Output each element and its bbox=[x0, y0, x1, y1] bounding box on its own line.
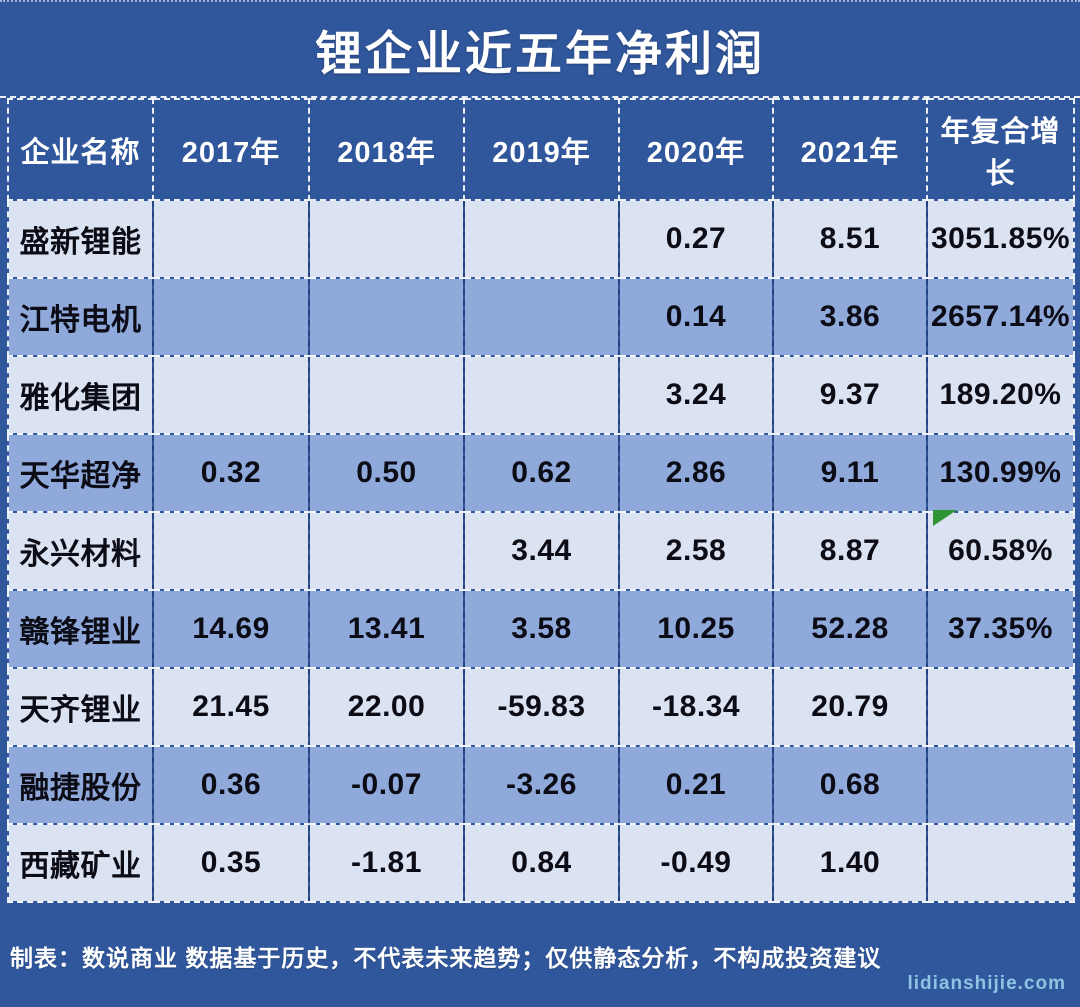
column-header-2021: 2021年 bbox=[772, 98, 928, 201]
cagr-cell: 2657.14% bbox=[926, 277, 1075, 357]
column-header-2019: 2019年 bbox=[463, 98, 620, 201]
cagr-cell: 189.20% bbox=[926, 355, 1075, 435]
table-row: 雅化集团 3.24 9.37 189.20% bbox=[7, 355, 1075, 435]
value-cell: 21.45 bbox=[152, 667, 310, 747]
cagr-cell bbox=[926, 667, 1075, 747]
value-cell: 0.35 bbox=[152, 823, 310, 903]
table-row: 永兴材料 3.44 2.58 8.87 60.58% bbox=[7, 510, 1075, 591]
value-cell: 3.24 bbox=[618, 355, 774, 435]
table-row: 天华超净 0.32 0.50 0.62 2.86 9.11 130.99% bbox=[7, 433, 1075, 513]
company-name-cell: 江特电机 bbox=[7, 277, 154, 357]
value-cell: 0.50 bbox=[308, 433, 465, 513]
value-cell bbox=[308, 511, 465, 591]
table-row: 融捷股份 0.36 -0.07 -3.26 0.21 0.68 bbox=[7, 745, 1075, 825]
value-cell: 0.84 bbox=[463, 823, 620, 903]
column-header-2018: 2018年 bbox=[308, 98, 465, 201]
cagr-value: 60.58% bbox=[948, 534, 1053, 567]
value-cell: 9.11 bbox=[772, 433, 928, 513]
value-cell bbox=[463, 355, 620, 435]
value-cell: 1.40 bbox=[772, 823, 928, 903]
value-cell bbox=[308, 355, 465, 435]
value-cell: 3.86 bbox=[772, 277, 928, 357]
value-cell: 14.69 bbox=[152, 589, 310, 669]
value-cell: 10.25 bbox=[618, 589, 774, 669]
company-name-cell: 天华超净 bbox=[7, 433, 154, 513]
value-cell: 8.87 bbox=[772, 511, 928, 591]
watermark: lidianshijie.com bbox=[907, 973, 1066, 994]
value-cell: -1.81 bbox=[308, 823, 465, 903]
cagr-cell bbox=[926, 745, 1075, 825]
company-name-cell: 天齐锂业 bbox=[7, 667, 154, 747]
company-name-cell: 西藏矿业 bbox=[7, 823, 154, 903]
value-cell bbox=[152, 277, 310, 357]
value-cell: 2.58 bbox=[618, 511, 774, 591]
value-cell: 0.14 bbox=[618, 277, 774, 357]
value-cell bbox=[308, 277, 465, 357]
column-header-company: 企业名称 bbox=[7, 98, 154, 201]
cagr-cell: 3051.85% bbox=[926, 199, 1075, 279]
value-cell bbox=[463, 199, 620, 279]
company-name-cell: 赣锋锂业 bbox=[7, 589, 154, 669]
company-name-cell: 永兴材料 bbox=[7, 511, 154, 591]
cagr-cell: 130.99% bbox=[926, 433, 1075, 513]
value-cell bbox=[152, 199, 310, 279]
value-cell bbox=[152, 511, 310, 591]
value-cell: 0.36 bbox=[152, 745, 310, 825]
green-corner-indicator bbox=[933, 510, 957, 526]
table-row: 盛新锂能 0.27 8.51 3051.85% bbox=[7, 199, 1075, 279]
footer-disclaimer: 制表：数说商业 数据基于历史，不代表未来趋势；仅供静态分析，不构成投资建议 bbox=[10, 945, 882, 971]
value-cell: 2.86 bbox=[618, 433, 774, 513]
value-cell: 20.79 bbox=[772, 667, 928, 747]
column-header-2017: 2017年 bbox=[152, 98, 310, 201]
footer: 制表：数说商业 数据基于历史，不代表未来趋势；仅供静态分析，不构成投资建议 li… bbox=[0, 903, 1080, 1007]
value-cell: -0.49 bbox=[618, 823, 774, 903]
table-row: 江特电机 0.14 3.86 2657.14% bbox=[7, 277, 1075, 357]
value-cell: -0.07 bbox=[308, 745, 465, 825]
table-row: 西藏矿业 0.35 -1.81 0.84 -0.49 1.40 bbox=[7, 823, 1075, 903]
value-cell: 9.37 bbox=[772, 355, 928, 435]
value-cell bbox=[308, 199, 465, 279]
value-cell: -3.26 bbox=[463, 745, 620, 825]
company-name-cell: 盛新锂能 bbox=[7, 199, 154, 279]
value-cell: 3.58 bbox=[463, 589, 620, 669]
column-header-cagr: 年复合增长 bbox=[926, 98, 1075, 201]
value-cell: 0.27 bbox=[618, 199, 774, 279]
title-bar: 锂企业近五年净利润 bbox=[0, 0, 1080, 98]
company-name-cell: 融捷股份 bbox=[7, 745, 154, 825]
page-title: 锂企业近五年净利润 bbox=[315, 26, 765, 80]
value-cell: 0.68 bbox=[772, 745, 928, 825]
cagr-cell bbox=[926, 823, 1075, 903]
value-cell: 13.41 bbox=[308, 589, 465, 669]
cagr-cell: 37.35% bbox=[926, 589, 1075, 669]
table-row: 天齐锂业 21.45 22.00 -59.83 -18.34 20.79 bbox=[7, 667, 1075, 747]
value-cell: 0.62 bbox=[463, 433, 620, 513]
cagr-cell: 60.58% bbox=[926, 510, 1075, 591]
profit-table: 企业名称 2017年 2018年 2019年 2020年 2021年 年复合增长… bbox=[7, 98, 1075, 903]
value-cell: 0.21 bbox=[618, 745, 774, 825]
value-cell: 52.28 bbox=[772, 589, 928, 669]
value-cell: 0.32 bbox=[152, 433, 310, 513]
header-row: 企业名称 2017年 2018年 2019年 2020年 2021年 年复合增长 bbox=[7, 98, 1075, 201]
value-cell bbox=[463, 277, 620, 357]
value-cell: 8.51 bbox=[772, 199, 928, 279]
company-name-cell: 雅化集团 bbox=[7, 355, 154, 435]
value-cell: 22.00 bbox=[308, 667, 465, 747]
value-cell: 3.44 bbox=[463, 511, 620, 591]
value-cell: -18.34 bbox=[618, 667, 774, 747]
table-row: 赣锋锂业 14.69 13.41 3.58 10.25 52.28 37.35% bbox=[7, 589, 1075, 669]
column-header-2020: 2020年 bbox=[618, 98, 774, 201]
value-cell bbox=[152, 355, 310, 435]
value-cell: -59.83 bbox=[463, 667, 620, 747]
